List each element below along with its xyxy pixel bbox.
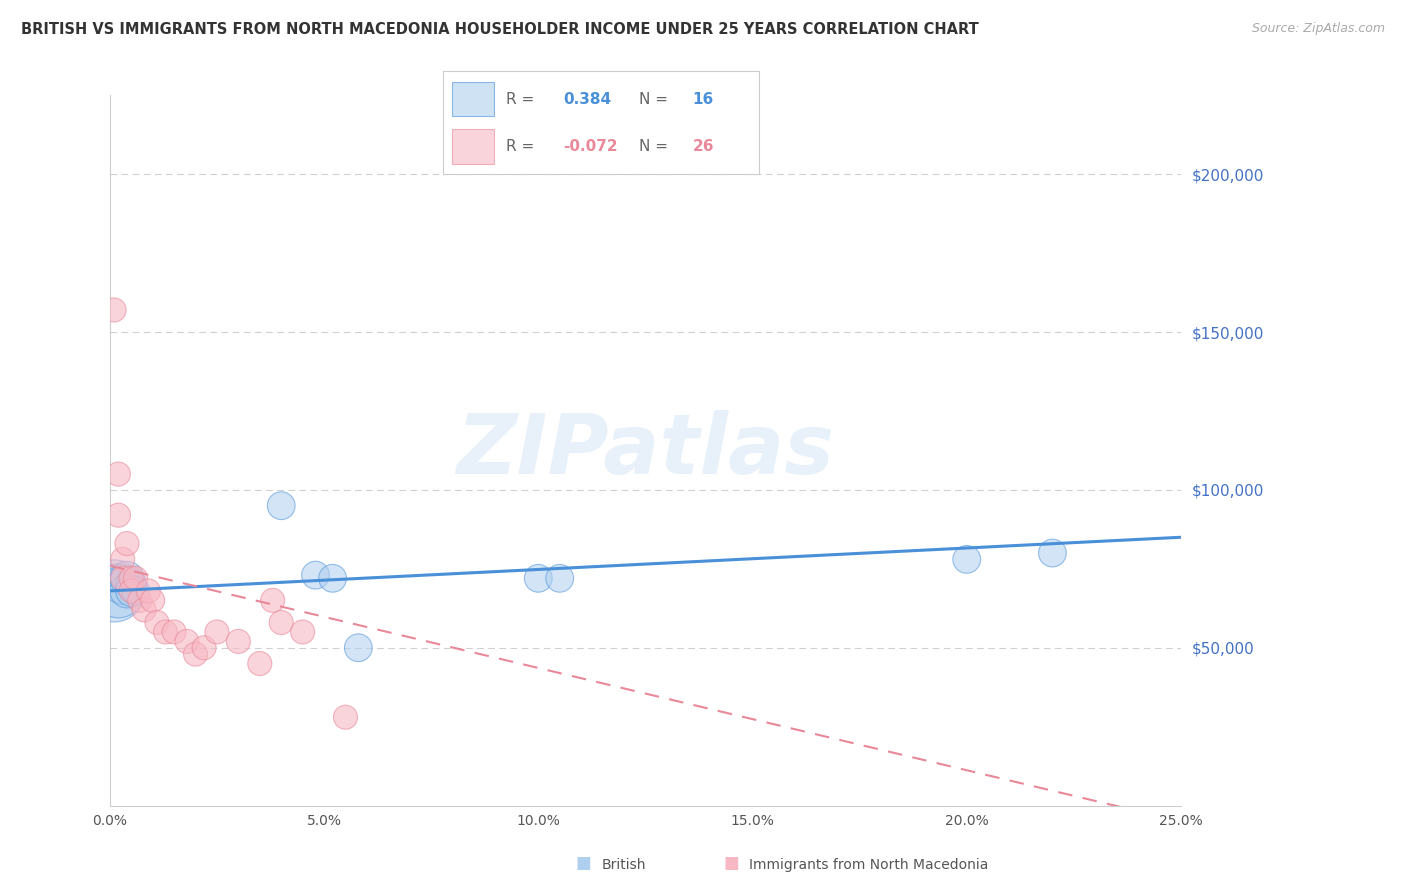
Point bbox=[115, 571, 138, 585]
Point bbox=[128, 593, 150, 607]
Text: R =: R = bbox=[506, 92, 534, 106]
Text: N =: N = bbox=[640, 92, 668, 106]
Point bbox=[107, 583, 129, 598]
Point bbox=[249, 657, 271, 671]
Point bbox=[163, 624, 186, 639]
Text: Immigrants from North Macedonia: Immigrants from North Macedonia bbox=[749, 858, 988, 872]
Point bbox=[115, 536, 138, 550]
Point bbox=[304, 568, 326, 582]
Point bbox=[176, 634, 198, 648]
Point bbox=[132, 603, 155, 617]
Point bbox=[548, 571, 571, 585]
FancyBboxPatch shape bbox=[453, 81, 494, 117]
Text: BRITISH VS IMMIGRANTS FROM NORTH MACEDONIA HOUSEHOLDER INCOME UNDER 25 YEARS COR: BRITISH VS IMMIGRANTS FROM NORTH MACEDON… bbox=[21, 22, 979, 37]
Point bbox=[527, 571, 550, 585]
Point bbox=[270, 615, 292, 630]
Point bbox=[115, 583, 138, 598]
Point bbox=[120, 583, 142, 598]
Point bbox=[262, 593, 284, 607]
Text: ■: ■ bbox=[723, 855, 740, 872]
Text: 0.384: 0.384 bbox=[562, 92, 612, 106]
FancyBboxPatch shape bbox=[453, 128, 494, 163]
Point bbox=[291, 624, 314, 639]
Point bbox=[184, 647, 207, 661]
Point bbox=[111, 571, 134, 585]
Point bbox=[107, 467, 129, 482]
Point bbox=[193, 640, 215, 655]
Point bbox=[270, 499, 292, 513]
Text: British: British bbox=[602, 858, 647, 872]
Text: 16: 16 bbox=[693, 92, 714, 106]
Point bbox=[124, 583, 146, 598]
Point bbox=[138, 583, 160, 598]
Point bbox=[103, 583, 125, 598]
Point bbox=[124, 571, 146, 585]
Text: R =: R = bbox=[506, 139, 534, 153]
Point bbox=[120, 577, 142, 591]
Point bbox=[956, 552, 979, 566]
Point bbox=[107, 508, 129, 523]
Point bbox=[146, 615, 169, 630]
Point bbox=[103, 302, 125, 317]
Point bbox=[120, 571, 142, 585]
Point bbox=[155, 624, 177, 639]
Point bbox=[347, 640, 370, 655]
Text: Source: ZipAtlas.com: Source: ZipAtlas.com bbox=[1251, 22, 1385, 36]
Point bbox=[335, 710, 357, 724]
Point bbox=[111, 552, 134, 566]
Text: ZIPatlas: ZIPatlas bbox=[457, 410, 834, 491]
Point bbox=[111, 577, 134, 591]
Point bbox=[228, 634, 250, 648]
Text: N =: N = bbox=[640, 139, 668, 153]
Point bbox=[322, 571, 344, 585]
Point bbox=[205, 624, 228, 639]
Text: 26: 26 bbox=[693, 139, 714, 153]
Text: -0.072: -0.072 bbox=[562, 139, 617, 153]
Point bbox=[1042, 546, 1064, 560]
Point bbox=[142, 593, 165, 607]
Text: ■: ■ bbox=[575, 855, 592, 872]
Point bbox=[120, 583, 142, 598]
